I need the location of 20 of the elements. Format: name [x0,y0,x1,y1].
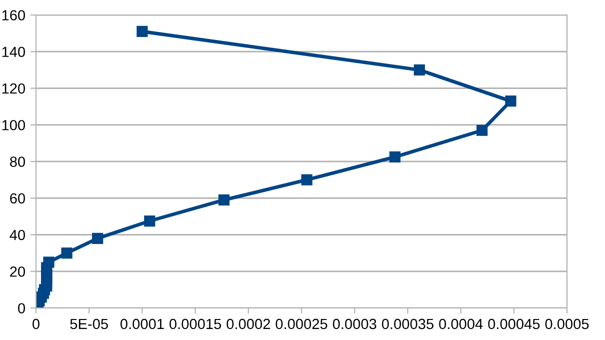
x-tick-label: 0.00025 [276,318,328,330]
y-tick-label: 60 [10,193,26,204]
y-tick-label: 40 [10,230,26,240]
y-tick-label: 100 [2,120,26,130]
x-tick-label: 0.00045 [488,318,540,330]
x-tick-label: 0.0003 [332,318,376,330]
x-tick-label: 0.0004 [439,318,483,330]
y-tick-label: 80 [10,156,26,167]
y-tick-label: 0 [18,303,26,314]
y-tick-label: 160 [2,10,26,20]
y-tick-label: 20 [10,266,26,277]
y-tick-label: 120 [2,83,26,94]
x-tick-label: 0.0002 [226,318,270,330]
x-tick-label: 0.0005 [545,318,589,330]
x-tick-label: 0.0001 [120,318,164,330]
y-tick-label: 140 [2,46,26,58]
x-tick-label: 0.00035 [382,318,434,330]
x-tick-label: 0 [32,318,40,330]
x-tick-label: 0.00015 [170,318,222,330]
x-tick-label: 5E-05 [70,318,108,330]
